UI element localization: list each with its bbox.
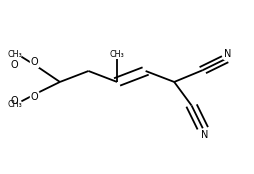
Text: N: N	[201, 130, 208, 140]
Text: O: O	[10, 96, 18, 106]
Text: N: N	[201, 130, 208, 140]
Text: O: O	[31, 57, 38, 67]
Text: CH₃: CH₃	[8, 100, 23, 109]
Text: N: N	[225, 49, 232, 59]
Text: O: O	[10, 60, 18, 70]
Text: CH₃: CH₃	[110, 50, 124, 60]
Text: O: O	[31, 92, 38, 102]
Text: CH₃: CH₃	[8, 50, 23, 59]
Text: N: N	[225, 49, 232, 59]
